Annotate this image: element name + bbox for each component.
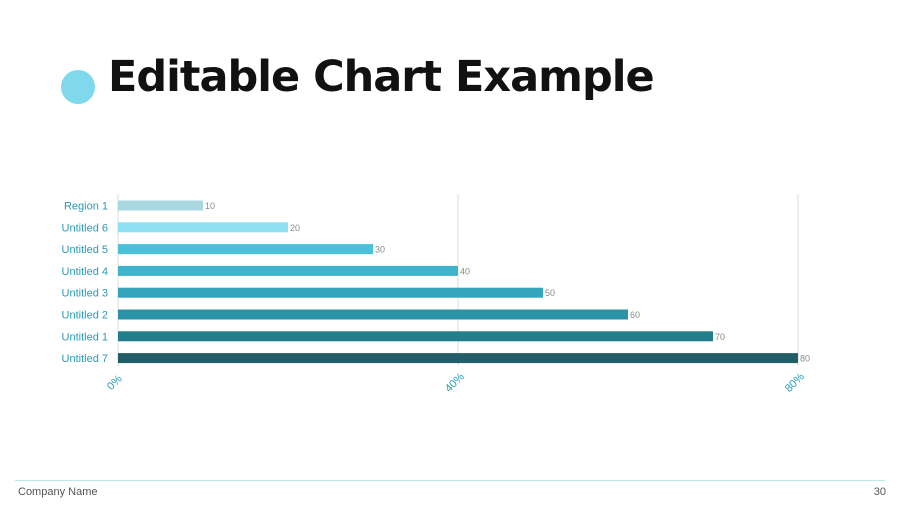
title-bullet-dot (61, 70, 95, 104)
slide-title: Editable Chart Example (108, 52, 655, 102)
category-label: Untitled 3 (62, 288, 108, 300)
bar (118, 265, 458, 276)
x-tick-label: 0% (105, 373, 125, 393)
footer-company-name: Company Name (18, 486, 98, 498)
data-label: 20 (290, 223, 300, 233)
x-tick-label: 80% (783, 371, 807, 395)
data-label: 30 (375, 245, 385, 255)
data-label: 70 (715, 332, 725, 342)
data-label: 80 (800, 354, 810, 364)
bar (118, 200, 203, 211)
data-label: 60 (630, 310, 640, 320)
bar (118, 353, 798, 364)
category-label: Untitled 6 (62, 222, 108, 234)
category-label: Untitled 4 (62, 266, 108, 278)
page-number: 30 (873, 486, 886, 498)
category-label: Untitled 5 (62, 244, 108, 256)
category-label: Region 1 (64, 201, 108, 213)
bar (118, 244, 373, 255)
data-label: 10 (205, 201, 215, 211)
x-tick-label: 40% (443, 371, 467, 395)
bar (118, 287, 543, 298)
data-label: 40 (460, 266, 470, 276)
bar (118, 222, 288, 233)
category-label: Untitled 2 (62, 310, 108, 322)
bar (118, 331, 713, 342)
data-label: 50 (545, 288, 555, 298)
bar (118, 309, 628, 320)
footer-divider (15, 480, 885, 481)
category-label: Untitled 7 (62, 353, 108, 365)
category-label: Untitled 1 (62, 331, 108, 343)
